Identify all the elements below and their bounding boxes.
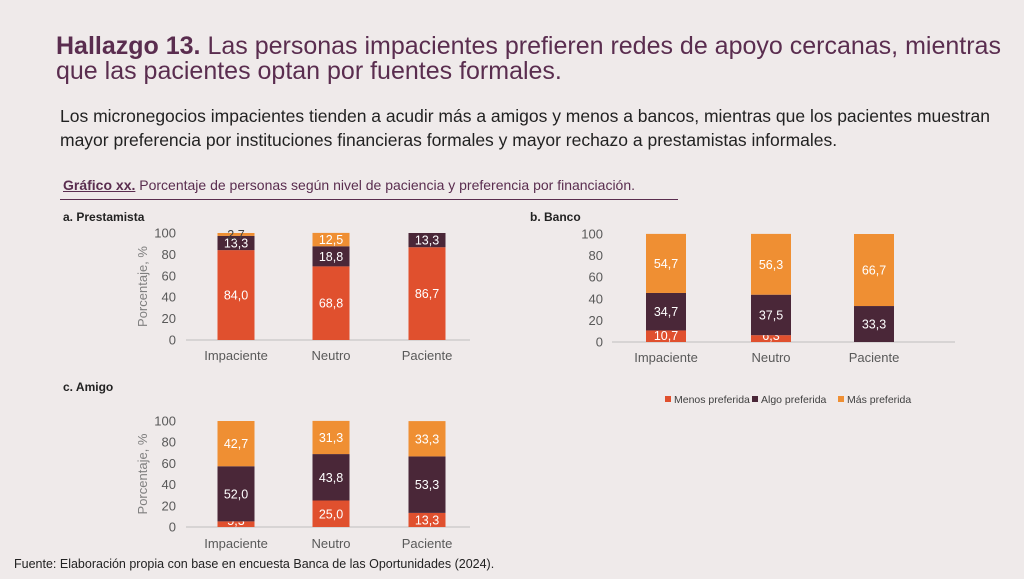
- data-label: 43,8: [319, 471, 343, 485]
- y-tick-label: 40: [162, 477, 176, 492]
- x-tick-label: Neutro: [751, 350, 790, 365]
- chart-title: c. Amigo: [63, 380, 113, 394]
- x-tick-label: Impaciente: [634, 350, 698, 365]
- y-axis-label: Porcentaje, %: [135, 246, 150, 327]
- bar-segment: [408, 421, 446, 457]
- legend-entry: Más preferida: [847, 394, 911, 406]
- y-tick-label: 0: [169, 333, 176, 348]
- bar-segment: [312, 266, 350, 340]
- bar-segment: [217, 466, 255, 522]
- chart-banco: b. Banco 0 20 40 60 80 100 10,7 34,7 54,7 Impacien…: [530, 210, 955, 406]
- y-tick-label: 100: [154, 414, 176, 429]
- data-label: 56,3: [759, 258, 783, 272]
- legend-swatch: [665, 396, 671, 402]
- bar-segment: [312, 454, 350, 501]
- y-tick-label: 40: [589, 291, 603, 306]
- bar-segment: [217, 233, 255, 236]
- bar-segment: [408, 233, 446, 248]
- data-label: 13,3: [224, 237, 248, 251]
- graph-caption: Gráfico xx. Porcentaje de personas según…: [63, 177, 635, 193]
- x-tick-label: Neutro: [311, 348, 350, 363]
- y-tick-label: 20: [162, 311, 176, 326]
- y-tick-label: 80: [162, 435, 176, 450]
- x-tick-label: Impaciente: [204, 536, 268, 551]
- bar-segment: [408, 456, 446, 513]
- y-tick-label: 0: [169, 520, 176, 535]
- graph-caption-text: Porcentaje de personas según nivel de pa…: [135, 177, 636, 193]
- chart-title: b. Banco: [530, 210, 581, 224]
- bar-segment: [312, 500, 350, 527]
- legend-entry: Algo preferida: [761, 394, 827, 406]
- graph-caption-label: Gráfico xx.: [63, 177, 136, 193]
- chart-prestamista: a. Prestamista 0 20 40 60 80 100 Porcentaje, % 8…: [63, 210, 470, 363]
- data-label: 66,7: [862, 264, 886, 278]
- data-label: 12,5: [319, 233, 343, 247]
- subtitle: Los micronegocios impacientes tienden a …: [60, 106, 990, 150]
- bar-segment: [217, 235, 255, 251]
- y-tick-label: 60: [162, 268, 176, 283]
- data-label: 10,7: [654, 329, 678, 343]
- x-tick-label: Paciente: [402, 348, 453, 363]
- bar-segment: [646, 233, 686, 293]
- headline-text: Las personas impacientes prefieren redes…: [56, 32, 1001, 85]
- data-label: 33,3: [415, 432, 439, 446]
- bar-segment: [751, 335, 791, 342]
- x-tick-label: Impaciente: [204, 348, 268, 363]
- data-label: 13,3: [415, 234, 439, 248]
- bar-segment: [854, 306, 894, 342]
- bar-segment: [854, 234, 894, 307]
- legend-swatch: [752, 396, 758, 402]
- bar-segment: [217, 421, 255, 467]
- data-label: 68,8: [319, 297, 343, 311]
- headline-bold: Hallazgo 13.: [56, 32, 201, 60]
- data-label: 54,7: [654, 257, 678, 271]
- data-label: 31,3: [319, 431, 343, 445]
- y-tick-label: 100: [154, 226, 176, 241]
- data-label: 2,7: [227, 228, 244, 242]
- bar-segment: [408, 247, 446, 340]
- bar-segment: [312, 246, 350, 267]
- x-tick-label: Neutro: [311, 536, 350, 551]
- data-label: 33,3: [862, 318, 886, 332]
- caption-divider: [60, 199, 678, 200]
- bar-segment: [751, 233, 791, 295]
- bar-segment: [312, 420, 350, 455]
- data-label: 37,5: [759, 308, 783, 322]
- bar-segment: [646, 330, 686, 342]
- y-tick-label: 0: [596, 335, 603, 350]
- data-label: 25,0: [319, 507, 343, 521]
- data-label: 52,0: [224, 487, 248, 501]
- y-tick-label: 60: [589, 270, 603, 285]
- y-tick-label: 20: [589, 313, 603, 328]
- bar-segment: [217, 521, 255, 527]
- source-note: Fuente: Elaboración propia con base en e…: [14, 557, 495, 571]
- data-label: 18,8: [319, 250, 343, 264]
- headline: Hallazgo 13. Las personas impacientes pr…: [56, 34, 1006, 84]
- chart-title: a. Prestamista: [63, 210, 145, 224]
- y-tick-label: 20: [162, 498, 176, 513]
- legend-entry: Menos preferida: [674, 394, 750, 406]
- y-tick-label: 40: [162, 290, 176, 305]
- bar-segment: [408, 512, 446, 527]
- y-axis-label: Porcentaje, %: [135, 433, 150, 514]
- x-tick-label: Paciente: [849, 350, 900, 365]
- y-tick-label: 80: [162, 247, 176, 262]
- x-tick-label: Paciente: [402, 536, 453, 551]
- y-tick-label: 60: [162, 456, 176, 471]
- data-label: 86,7: [415, 287, 439, 301]
- y-tick-label: 80: [589, 248, 603, 263]
- data-label: 34,7: [654, 305, 678, 319]
- data-label: 13,3: [415, 513, 439, 527]
- data-label: 42,7: [224, 437, 248, 451]
- y-tick-label: 100: [581, 227, 603, 242]
- bar-segment: [751, 294, 791, 336]
- data-label: 53,3: [415, 478, 439, 492]
- data-label: 84,0: [224, 289, 248, 303]
- legend-swatch: [838, 396, 844, 402]
- bar-segment: [217, 250, 255, 340]
- bar-segment: [312, 232, 350, 247]
- bar-segment: [646, 292, 686, 331]
